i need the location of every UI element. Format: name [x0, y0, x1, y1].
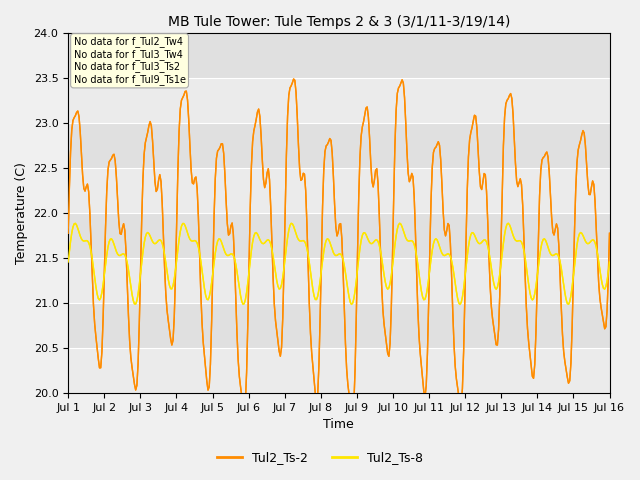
Legend: Tul2_Ts-2, Tul2_Ts-8: Tul2_Ts-2, Tul2_Ts-8 [212, 446, 428, 469]
Bar [68, 33, 609, 78]
Bar [68, 213, 609, 258]
Bar [68, 78, 609, 123]
Bar [68, 303, 609, 348]
Bar [68, 348, 609, 393]
Bar [68, 123, 609, 168]
Bar [68, 258, 609, 303]
Bar [68, 168, 609, 213]
Text: No data for f_Tul2_Tw4
No data for f_Tul3_Tw4
No data for f_Tul3_Ts2
No data for: No data for f_Tul2_Tw4 No data for f_Tul… [74, 36, 186, 85]
Y-axis label: Temperature (C): Temperature (C) [15, 162, 28, 264]
Title: MB Tule Tower: Tule Temps 2 & 3 (3/1/11-3/19/14): MB Tule Tower: Tule Temps 2 & 3 (3/1/11-… [168, 15, 510, 29]
X-axis label: Time: Time [323, 419, 354, 432]
